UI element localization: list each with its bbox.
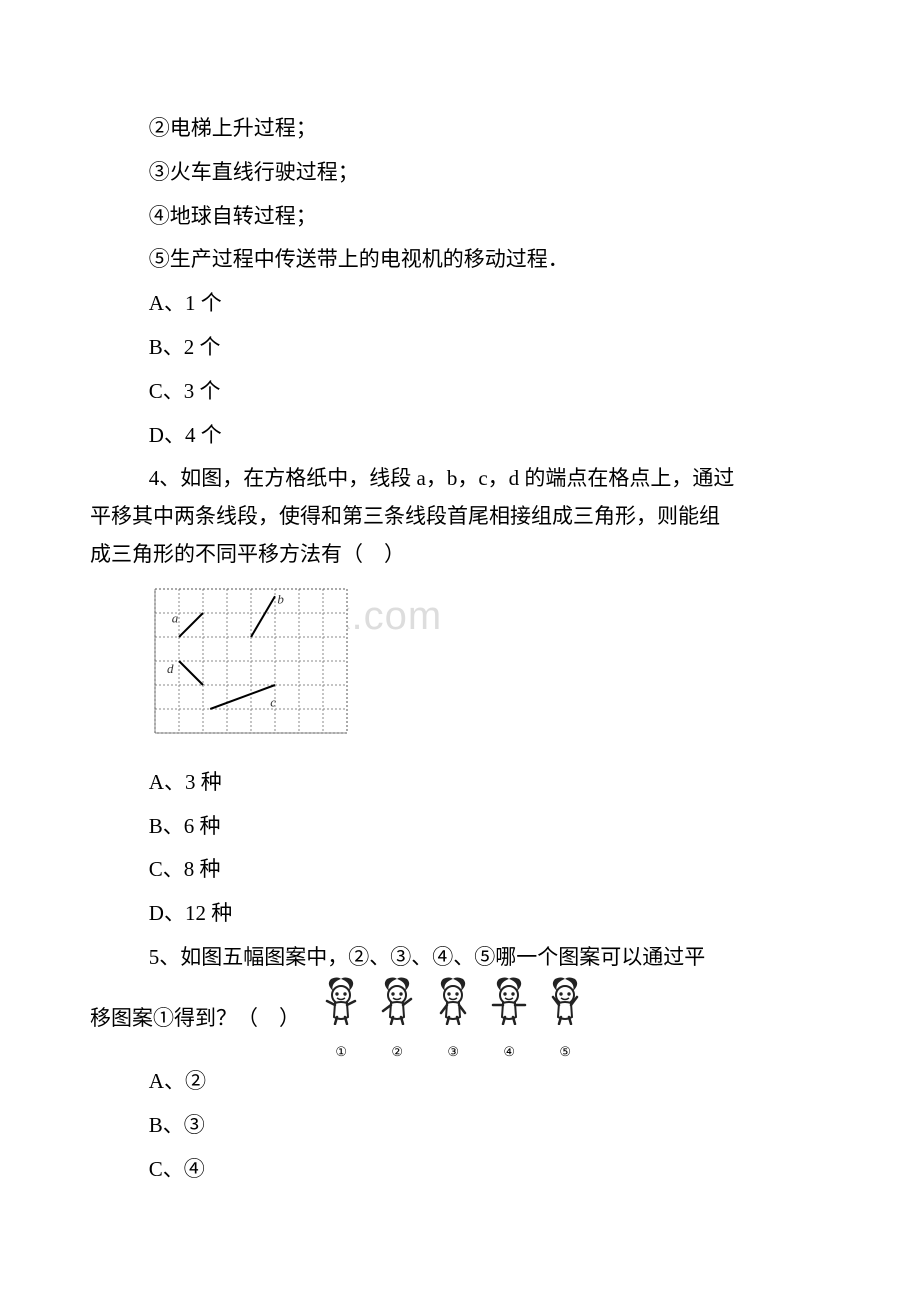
q4-figure: a b d c [150,584,360,754]
page-content: ②电梯上升过程； ③火车直线行驶过程； ④地球自转过程； ⑤生产过程中传送带上的… [90,110,830,1188]
q4-text-line1: 4、如图，在方格纸中，线段 a，b，c，d 的端点在格点上，通过 [90,460,830,498]
mascot-5: ⑤ [537,977,593,1063]
svg-text:a: a [172,610,179,625]
mascot-3: ③ [425,977,481,1063]
q5-option-b: B、③ [90,1107,830,1145]
mascot-2: ② [369,977,425,1063]
q4-option-a: A、3 种 [90,764,830,802]
mascot-label-4: ④ [481,1040,537,1063]
q4-option-d: D、12 种 [90,895,830,933]
svg-text:d: d [167,661,174,676]
q3-option-b: B、2 个 [90,329,830,367]
q4-text-line3: 成三角形的不同平移方法有（ ） [90,536,830,574]
mascot-4: ④ [481,977,537,1063]
q5-text-line2-wrap: 移图案①得到？（ ） ①②③④⑤ [90,977,830,1063]
q4-text: 4、如图，在方格纸中，线段 a，b，c，d 的端点在格点上，通过 平移其中两条线… [90,460,830,573]
svg-text:b: b [277,591,284,606]
intro-item-4: ④地球自转过程； [90,198,830,236]
q3-option-a: A、1 个 [90,285,830,323]
q4-option-c: C、8 种 [90,851,830,889]
q4-grid-svg: a b d c [150,584,352,738]
mascot-label-5: ⑤ [537,1040,593,1063]
intro-item-5: ⑤生产过程中传送带上的电视机的移动过程． [90,241,830,279]
q5-text-line2: 移图案①得到？（ ） [90,1006,300,1030]
q4-option-b: B、6 种 [90,808,830,846]
intro-item-3: ③火车直线行驶过程； [90,154,830,192]
q5-block: 5、如图五幅图案中，②、③、④、⑤哪一个图案可以通过平 移图案①得到？（ ） ①… [90,939,830,1063]
mascot-label-3: ③ [425,1040,481,1063]
q5-option-c: C、④ [90,1151,830,1189]
mascot-label-2: ② [369,1040,425,1063]
mascot-1: ① [313,977,369,1063]
q3-option-d: D、4 个 [90,417,830,455]
intro-item-2: ②电梯上升过程； [90,110,830,148]
q5-mascots: ①②③④⑤ [313,977,593,1063]
q5-option-a: A、② [90,1063,830,1101]
q5-text-line1: 5、如图五幅图案中，②、③、④、⑤哪一个图案可以通过平 [90,939,830,977]
svg-text:c: c [270,694,276,709]
q3-option-c: C、3 个 [90,373,830,411]
q4-text-line2: 平移其中两条线段，使得和第三条线段首尾相接组成三角形，则能组 [90,498,830,536]
mascot-label-1: ① [313,1040,369,1063]
